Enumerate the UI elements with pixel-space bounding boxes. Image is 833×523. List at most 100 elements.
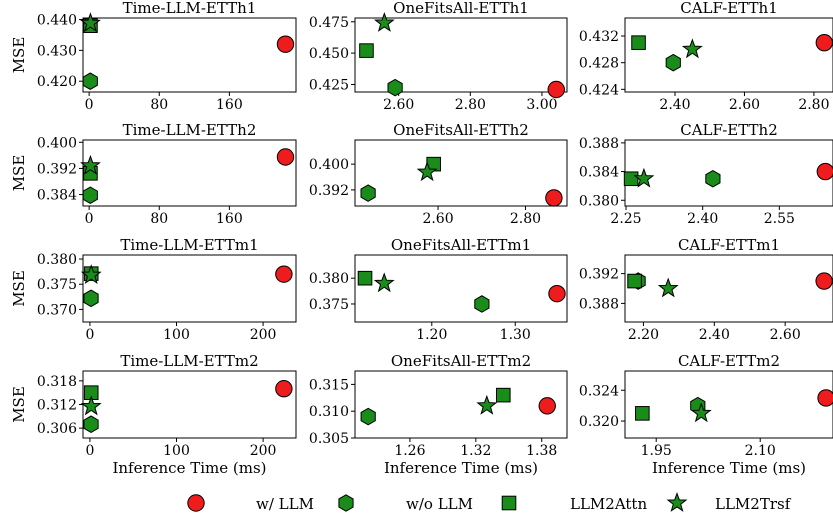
legend-marker-hexagon bbox=[338, 494, 354, 512]
legend-label: w/ LLM bbox=[256, 495, 314, 513]
y-axis-label: MSE bbox=[10, 155, 28, 192]
y-tick-label: 0.324 bbox=[579, 383, 619, 399]
point-llm2trsf bbox=[476, 394, 498, 415]
x-axis-label: Inference Time (ms) bbox=[652, 459, 806, 477]
x-tick-label: 1.30 bbox=[500, 327, 531, 343]
subplot-title: CALF-ETTh2 bbox=[680, 121, 778, 139]
x-tick-label: 2.40 bbox=[687, 211, 718, 227]
point-llm2attn bbox=[495, 387, 511, 403]
x-tick-label: 0 bbox=[85, 97, 94, 113]
point-w-llm bbox=[547, 80, 565, 99]
subplot-time-llm-etth1: Time-LLM-ETTh1 0 80 160 0.420 0.430 0.440 MSE bbox=[10, 0, 297, 113]
y-tick-label: 0.400 bbox=[309, 157, 349, 173]
point-w-o-llm bbox=[705, 169, 721, 188]
x-tick-label: 2.40 bbox=[699, 327, 730, 343]
point-w-llm bbox=[548, 284, 566, 303]
axes-frame bbox=[82, 17, 297, 93]
point-w-o-llm bbox=[83, 289, 99, 308]
subplot-title: OneFitsAll-ETTh1 bbox=[393, 0, 529, 17]
axes-frame bbox=[82, 139, 297, 207]
point-w-o-llm bbox=[665, 53, 681, 72]
x-tick-label: 2.80 bbox=[455, 97, 486, 113]
axes-frame bbox=[624, 17, 833, 93]
legend-marker-square bbox=[501, 495, 517, 511]
axes-frame bbox=[624, 370, 833, 439]
x-tick-label: 0 bbox=[85, 211, 94, 227]
x-axis-label: Inference Time (ms) bbox=[112, 459, 266, 477]
point-w-llm bbox=[538, 397, 556, 415]
axes-frame bbox=[82, 370, 297, 439]
x-tick-label: 1.26 bbox=[394, 443, 425, 459]
point-w-llm bbox=[545, 189, 563, 207]
axes-frame bbox=[624, 254, 833, 323]
y-tick-label: 0.306 bbox=[37, 421, 77, 437]
x-tick-label: 2.60 bbox=[729, 97, 760, 113]
subplot-calf-ettm2: CALF-ETTm2 1.95 2.10 0.320 0.324 Inference Ti… bbox=[579, 352, 833, 477]
point-llm2attn bbox=[631, 35, 646, 50]
point-w-o-llm bbox=[360, 184, 376, 202]
x-tick-label: 2.80 bbox=[798, 97, 829, 113]
x-tick-label: 2.60 bbox=[383, 97, 414, 113]
subplot-title: OneFitsAll-ETTm2 bbox=[391, 352, 531, 370]
subplot-title: CALF-ETTm1 bbox=[678, 236, 780, 254]
point-w-o-llm bbox=[82, 72, 98, 90]
y-tick-label: 0.388 bbox=[579, 136, 619, 152]
axes-frame bbox=[354, 254, 568, 323]
axes-frame bbox=[354, 17, 568, 93]
point-llm2trsf bbox=[80, 154, 101, 175]
point-w-llm bbox=[276, 148, 295, 166]
x-tick-label: 80 bbox=[150, 211, 168, 227]
y-axis-label: MSE bbox=[10, 270, 28, 307]
subplot-time-llm-etth2: Time-LLM-ETTh2 0 80 160 0.384 0.392 0.400 MSE bbox=[10, 121, 297, 227]
point-w-llm bbox=[816, 162, 833, 181]
subplot-title: OneFitsAll-ETTm1 bbox=[391, 236, 531, 254]
subplot-title: Time-LLM-ETTh2 bbox=[123, 121, 257, 139]
legend-label: LLM2Attn bbox=[570, 495, 647, 513]
point-llm2trsf bbox=[681, 38, 703, 59]
y-tick-label: 0.375 bbox=[309, 297, 349, 313]
axes-frame bbox=[624, 139, 833, 207]
x-tick-label: 3.00 bbox=[526, 97, 557, 113]
x-tick-label: 100 bbox=[163, 327, 190, 343]
point-w-llm bbox=[817, 389, 833, 407]
subplot-onefitsall-ettm1: OneFitsAll-ETTm1 1.20 1.30 0.375 0.380 bbox=[309, 236, 568, 343]
axes-frame bbox=[354, 139, 568, 207]
point-w-o-llm bbox=[82, 186, 98, 204]
x-axis-label: Inference Time (ms) bbox=[384, 459, 538, 477]
y-tick-label: 0.420 bbox=[37, 74, 77, 90]
y-tick-label: 0.424 bbox=[579, 82, 619, 98]
x-tick-label: 200 bbox=[250, 443, 277, 459]
y-tick-label: 0.375 bbox=[37, 277, 77, 293]
y-tick-label: 0.392 bbox=[37, 161, 77, 177]
y-tick-label: 0.318 bbox=[37, 374, 77, 390]
point-llm2trsf bbox=[690, 402, 712, 423]
x-tick-label: 2.25 bbox=[610, 211, 641, 227]
point-llm2attn bbox=[359, 43, 374, 58]
point-llm2trsf bbox=[80, 12, 101, 33]
x-tick-label: 2.60 bbox=[770, 327, 801, 343]
point-llm2trsf bbox=[80, 395, 102, 416]
x-tick-label: 2.10 bbox=[745, 443, 776, 459]
subplot-title: Time-LLM-ETTm1 bbox=[120, 236, 258, 254]
y-tick-label: 0.315 bbox=[309, 377, 349, 393]
point-w-llm bbox=[275, 265, 293, 283]
subplot-onefitsall-etth2: OneFitsAll-ETTh2 2.60 2.80 0.392 0.400 bbox=[309, 121, 568, 227]
x-tick-label: 2.55 bbox=[764, 211, 795, 227]
point-w-o-llm bbox=[387, 78, 403, 97]
y-tick-label: 0.432 bbox=[579, 29, 619, 45]
x-tick-label: 1.95 bbox=[641, 443, 672, 459]
x-tick-label: 160 bbox=[216, 211, 243, 227]
subplot-title: CALF-ETTm2 bbox=[678, 352, 780, 370]
axes-frame bbox=[354, 370, 568, 439]
x-tick-label: 2.60 bbox=[422, 211, 453, 227]
y-tick-label: 0.312 bbox=[37, 398, 77, 414]
x-tick-label: 2.80 bbox=[510, 211, 541, 227]
subplot-onefitsall-ettm2: OneFitsAll-ETTm2 1.26 1.32 1.38 0.305 0.310 0.… bbox=[309, 352, 568, 477]
x-tick-label: 160 bbox=[216, 97, 243, 113]
legend-marker-star bbox=[666, 492, 688, 512]
x-tick-label: 200 bbox=[250, 327, 277, 343]
point-llm2trsf bbox=[80, 264, 102, 285]
point-llm2attn bbox=[635, 406, 650, 421]
y-axis-label: MSE bbox=[10, 386, 28, 423]
y-tick-label: 0.305 bbox=[309, 431, 349, 447]
